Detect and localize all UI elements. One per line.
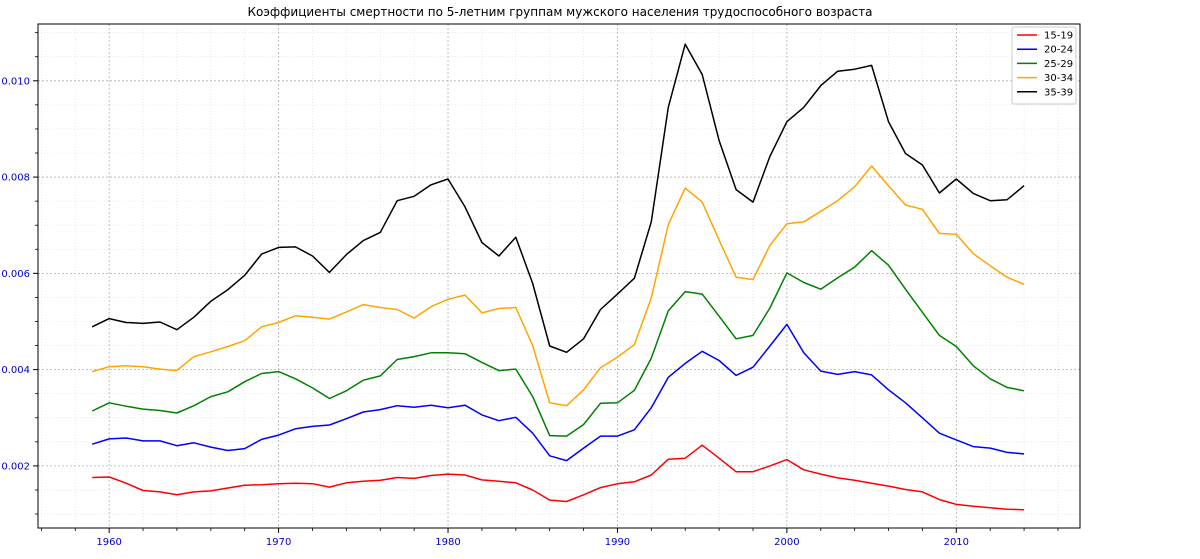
legend-label: 25-29 xyxy=(1044,59,1073,70)
x-tick-label: 2000 xyxy=(774,537,799,548)
plot-frame xyxy=(37,23,1081,529)
chart-title: Коэффициенты смертности по 5-летним груп… xyxy=(247,5,872,19)
series-line-35-39 xyxy=(91,43,1025,354)
y-tick-label: 0.008 xyxy=(1,173,30,184)
x-tick-label: 1980 xyxy=(435,537,460,548)
legend-label: 35-39 xyxy=(1044,87,1073,98)
series-line-25-29 xyxy=(91,249,1025,437)
x-tick-label: 1990 xyxy=(605,537,630,548)
legend-box xyxy=(1011,26,1077,105)
y-tick-label: 0.006 xyxy=(1,269,30,280)
x-tick-label: 2010 xyxy=(944,537,969,548)
series-line-30-34 xyxy=(91,165,1025,407)
axis-layer: 1960 1970 1980 1990 2000 2010 0.002 0.004 0.006 0… xyxy=(1,23,1081,548)
y-tick-label: 0.010 xyxy=(1,76,30,87)
y-tick-label: 0.004 xyxy=(1,365,30,376)
legend: 15-19 20-24 25-29 30-34 35-39 xyxy=(1011,26,1077,105)
series-line-15-19 xyxy=(92,444,1025,511)
legend-label: 15-19 xyxy=(1044,31,1073,42)
y-tick-label: 0.002 xyxy=(1,461,30,472)
x-tick-label: 1960 xyxy=(96,537,121,548)
legend-label: 20-24 xyxy=(1044,45,1073,56)
series-layer xyxy=(91,43,1025,511)
legend-label: 30-34 xyxy=(1044,73,1073,84)
grid-layer xyxy=(38,24,1080,528)
series-line-20-24 xyxy=(91,323,1025,462)
x-tick-label: 1970 xyxy=(266,537,291,548)
